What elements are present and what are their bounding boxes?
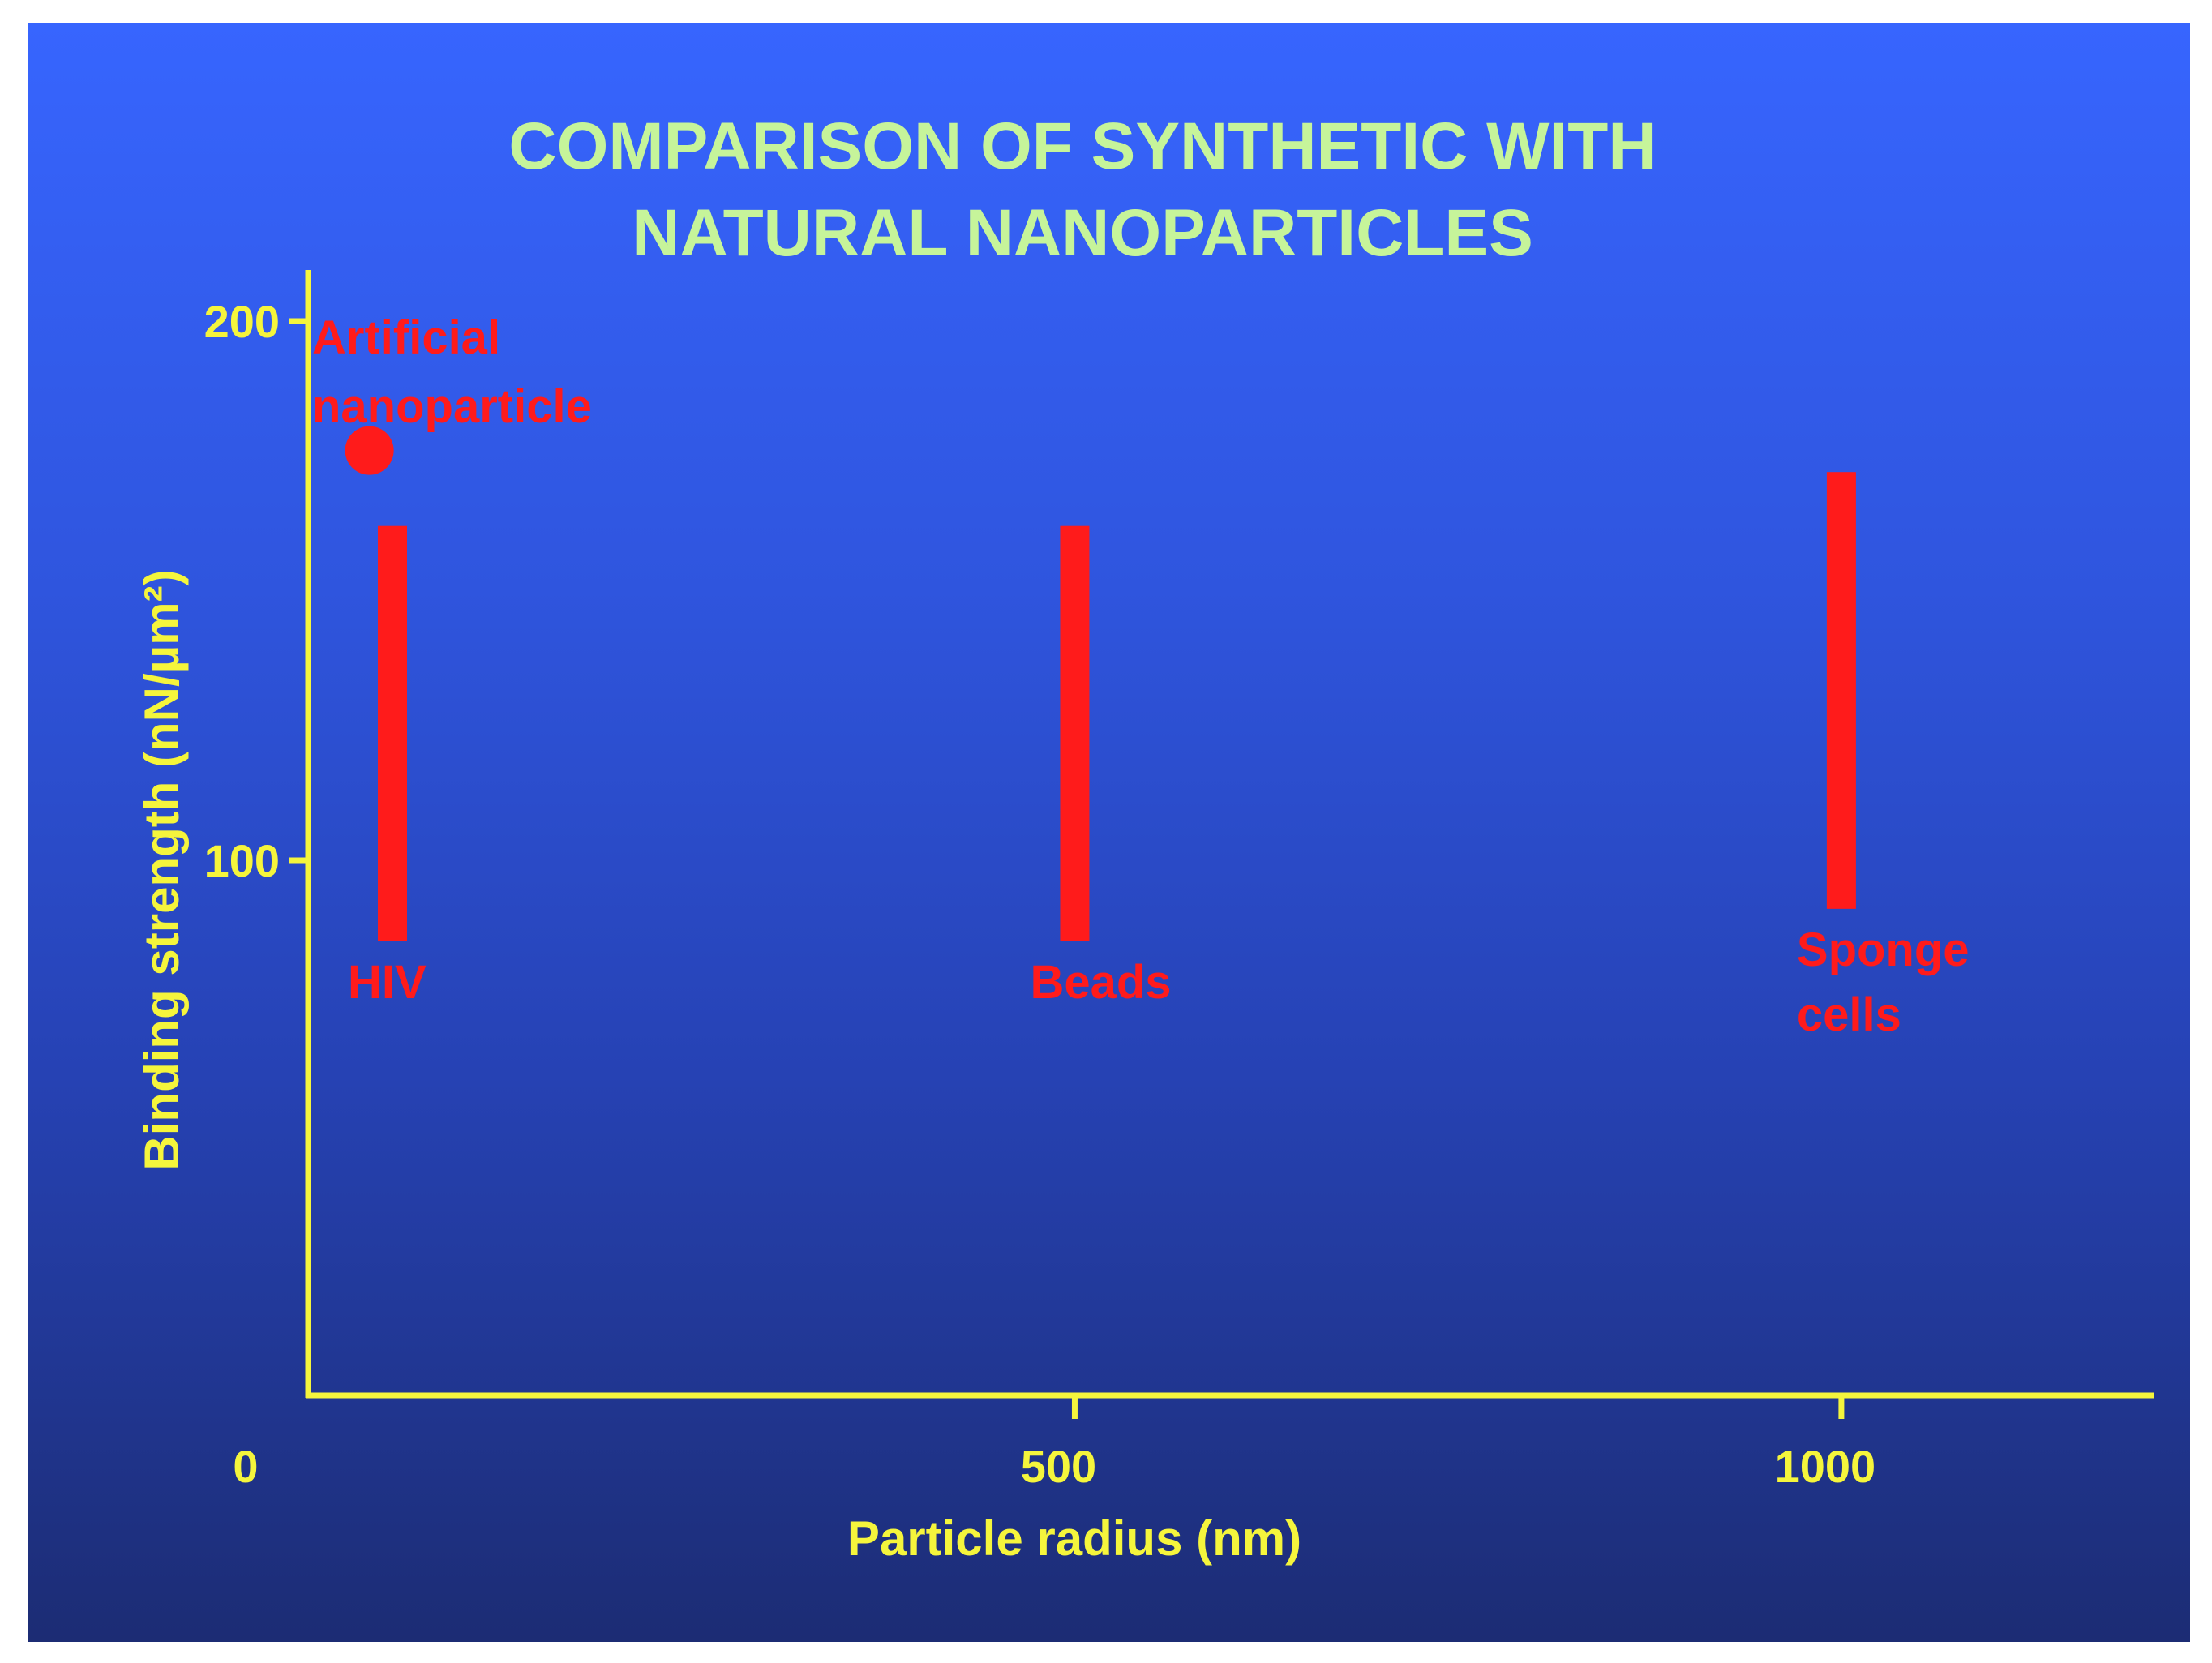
chart-title: COMPARISON OF SYNTHETIC WITH NATURAL NAN… xyxy=(508,109,1656,270)
x-tick-label-0: 0 xyxy=(233,1441,258,1492)
range-bar-hiv xyxy=(377,525,407,941)
chart-title-line-1: COMPARISON OF SYNTHETIC WITH xyxy=(508,109,1656,183)
x-tick-label-500: 500 xyxy=(1021,1441,1096,1492)
point-label-artificial: Artificial xyxy=(312,311,500,364)
range-label-hiv: HIV xyxy=(348,956,427,1009)
chart-title-line-2: NATURAL NANOPARTICLES xyxy=(632,196,1533,270)
range-bar-sponge-cells xyxy=(1826,472,1856,909)
y-tick-label-200: 200 xyxy=(204,296,280,347)
axis-ticks: 100 200 0 500 1000 xyxy=(204,296,1876,1492)
range-label-beads: Beads xyxy=(1030,956,1171,1009)
range-bar-beads xyxy=(1060,525,1090,941)
x-axis-label: Particle radius (nm) xyxy=(847,1511,1301,1566)
y-axis-label: Binding strength (nN/µm²) xyxy=(135,569,189,1170)
range-label-cells: cells xyxy=(1797,988,1901,1041)
binding-strength-chart: COMPARISON OF SYNTHETIC WITH NATURAL NAN… xyxy=(135,109,2154,1566)
range-label-sponge: Sponge xyxy=(1797,924,1970,976)
slide-background: COMPARISON OF SYNTHETIC WITH NATURAL NAN… xyxy=(28,23,2190,1642)
point-label-nanoparticle: nanoparticle xyxy=(312,380,592,433)
data-marks: HIV Beads Sponge cells Artificial nanoparticl… xyxy=(312,311,1970,1041)
x-tick-label-1000: 1000 xyxy=(1775,1441,1876,1492)
point-artificial-nanoparticle xyxy=(345,426,394,475)
y-tick-label-100: 100 xyxy=(204,835,280,886)
